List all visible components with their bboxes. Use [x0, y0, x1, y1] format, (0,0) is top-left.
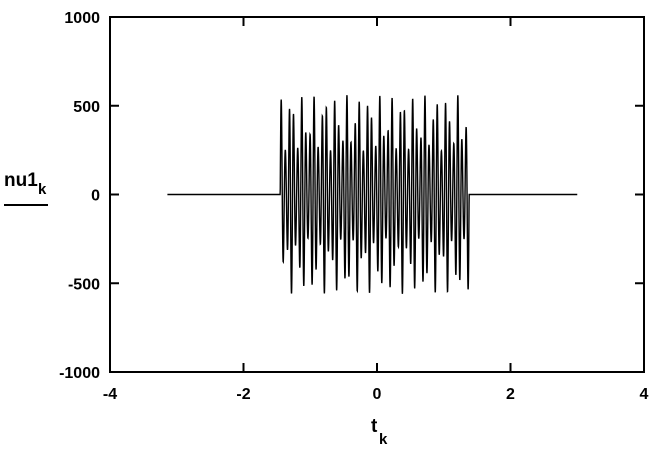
x-tick-label: -2	[236, 386, 250, 403]
y-tick-label: 1000	[64, 10, 100, 27]
series-line	[167, 95, 578, 294]
x-tick-label: -4	[103, 386, 117, 403]
y-tick-label: -500	[68, 276, 100, 293]
y-axis-label-base: nu1	[4, 170, 38, 191]
x-tick-label: 2	[506, 386, 515, 403]
x-tick-label: 4	[640, 386, 649, 403]
y-tick-label: 0	[91, 188, 100, 205]
y-axis-label: nu1 k	[4, 170, 48, 206]
tick-labels: -4 -2 0 2 4 1000 500 0 -500 -1000	[59, 10, 648, 403]
y-tick-label: 500	[73, 99, 100, 116]
x-axis-label-base: t	[371, 416, 378, 437]
x-axis-label-subscript: k	[379, 431, 388, 448]
y-axis-label-subscript: k	[38, 181, 47, 198]
series	[167, 95, 578, 294]
x-tick-label: 0	[373, 386, 382, 403]
y-tick-label: -1000	[59, 365, 100, 382]
ticks	[109, 16, 645, 373]
x-axis-label: t k	[371, 416, 388, 448]
